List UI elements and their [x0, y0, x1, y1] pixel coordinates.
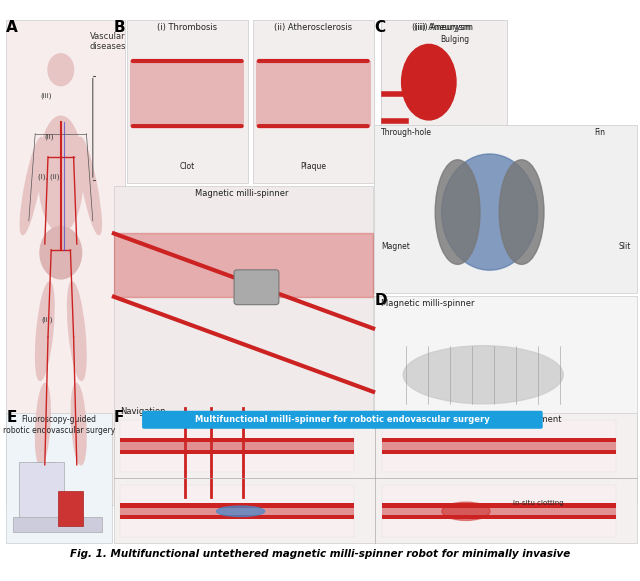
Text: Plaque: Plaque: [300, 163, 326, 171]
Bar: [130, 61, 244, 126]
Bar: [120, 503, 355, 519]
Ellipse shape: [216, 506, 264, 517]
Ellipse shape: [48, 53, 74, 85]
Ellipse shape: [442, 154, 538, 270]
FancyBboxPatch shape: [6, 20, 125, 505]
FancyBboxPatch shape: [381, 485, 616, 537]
Text: C: C: [374, 20, 385, 35]
Text: Through-hole: Through-hole: [381, 128, 432, 137]
FancyBboxPatch shape: [374, 125, 637, 293]
Bar: [381, 503, 616, 508]
Text: Fin: Fin: [594, 128, 605, 137]
FancyBboxPatch shape: [381, 20, 502, 183]
Bar: [120, 450, 355, 454]
Text: Vascular
diseases: Vascular diseases: [90, 32, 126, 51]
Text: E: E: [6, 410, 17, 425]
Ellipse shape: [78, 137, 101, 235]
FancyBboxPatch shape: [381, 419, 616, 472]
Bar: [13, 517, 102, 532]
FancyBboxPatch shape: [120, 485, 355, 537]
FancyBboxPatch shape: [381, 20, 507, 183]
Bar: [256, 61, 371, 126]
Text: Magnet: Magnet: [381, 242, 410, 252]
Text: Slit: Slit: [618, 242, 630, 252]
Text: Aneurysm flow diverter: Aneurysm flow diverter: [381, 417, 479, 426]
Ellipse shape: [435, 160, 480, 264]
Ellipse shape: [71, 383, 86, 465]
Text: (i), (ii): (i), (ii): [38, 174, 60, 181]
FancyBboxPatch shape: [114, 186, 373, 503]
Bar: [120, 503, 355, 508]
Ellipse shape: [35, 383, 51, 465]
Bar: [58, 491, 83, 526]
Bar: [120, 515, 355, 519]
Ellipse shape: [20, 137, 44, 235]
Text: (iii): (iii): [40, 92, 52, 99]
Text: Bulging: Bulging: [440, 35, 469, 44]
Text: Clot: Clot: [180, 163, 195, 171]
Text: B: B: [114, 20, 125, 35]
Text: (i) Targeted drug delivery: (i) Targeted drug delivery: [195, 415, 302, 424]
FancyBboxPatch shape: [114, 413, 637, 543]
Text: (ii) Atherosclerosis: (ii) Atherosclerosis: [274, 23, 353, 32]
Bar: [19, 462, 64, 520]
Ellipse shape: [499, 160, 544, 264]
Text: (iii): (iii): [42, 316, 53, 323]
Text: (ii) Aneurysm treatment: (ii) Aneurysm treatment: [460, 415, 561, 424]
Ellipse shape: [40, 227, 82, 279]
Ellipse shape: [68, 282, 86, 381]
Bar: [381, 438, 616, 454]
Ellipse shape: [36, 282, 54, 381]
Text: (i) Thrombosis: (i) Thrombosis: [157, 23, 217, 32]
Text: Fig. 1. Multifunctional untethered magnetic milli-spinner robot for minimally in: Fig. 1. Multifunctional untethered magne…: [70, 549, 570, 559]
Text: A: A: [6, 20, 18, 35]
Text: Fluoroscopy-guided
robotic endovascular surgery: Fluoroscopy-guided robotic endovascular …: [3, 415, 115, 435]
FancyBboxPatch shape: [253, 20, 374, 183]
Ellipse shape: [38, 116, 83, 232]
Ellipse shape: [402, 44, 456, 120]
Text: Multifunctional milli-spinner for robotic endovascular surgery: Multifunctional milli-spinner for roboti…: [195, 415, 490, 424]
Bar: [381, 515, 616, 519]
Text: (ii): (ii): [45, 133, 54, 140]
FancyBboxPatch shape: [374, 296, 637, 503]
Text: D: D: [374, 293, 387, 309]
Text: Magnetic milli-spinner: Magnetic milli-spinner: [195, 189, 289, 198]
Text: In-situ clotting: In-situ clotting: [513, 500, 563, 507]
FancyBboxPatch shape: [142, 411, 543, 429]
Ellipse shape: [403, 346, 563, 404]
Text: F: F: [114, 410, 124, 425]
Text: (iii) Aneurysm: (iii) Aneurysm: [414, 23, 474, 32]
FancyBboxPatch shape: [120, 419, 355, 472]
FancyBboxPatch shape: [6, 413, 112, 543]
FancyBboxPatch shape: [234, 270, 279, 304]
Bar: [381, 450, 616, 454]
Ellipse shape: [442, 502, 490, 521]
Text: Magnetic milli-spinner: Magnetic milli-spinner: [381, 299, 474, 308]
Bar: [381, 438, 616, 442]
Bar: [120, 438, 355, 442]
Text: (i), (ii): (i), (ii): [35, 461, 57, 468]
FancyBboxPatch shape: [127, 20, 248, 183]
Text: (iii) Aneurysm: (iii) Aneurysm: [412, 23, 471, 32]
Bar: [381, 503, 616, 519]
Bar: [120, 438, 355, 454]
Text: Navigation: Navigation: [120, 407, 166, 426]
